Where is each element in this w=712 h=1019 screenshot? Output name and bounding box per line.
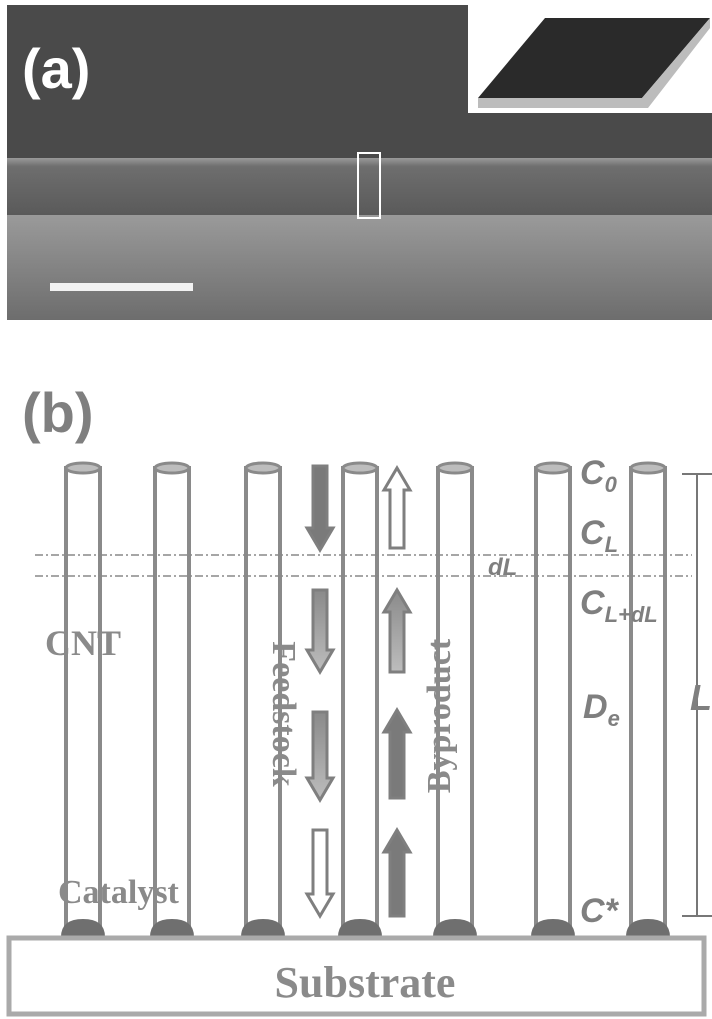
concentration-label: C*: [580, 892, 620, 930]
catalyst-particle: [338, 919, 382, 937]
feedstock-label: Feedstock: [265, 641, 302, 787]
diffusivity-label: De: [583, 688, 620, 731]
cnt-cap: [341, 461, 379, 475]
catalyst-particle: [241, 919, 285, 937]
cnt-tube: [534, 466, 572, 930]
concentration-label-sub: 0: [605, 472, 618, 497]
catalyst-particle: [626, 919, 670, 937]
concentration-label-main: C: [580, 454, 605, 492]
cnt-cap: [534, 461, 572, 475]
arrows: [304, 464, 413, 919]
catalyst-particle: [531, 919, 575, 937]
length-label: L: [690, 677, 712, 718]
cnt-label: CNT: [45, 623, 121, 663]
feedstock-arrow: [304, 710, 336, 803]
concentration-label-main: C*: [580, 892, 620, 930]
concentration-label-main: C: [580, 514, 605, 552]
byproduct-arrow: [381, 707, 413, 800]
feedstock-arrow: [304, 588, 336, 675]
sem-image: (a): [7, 5, 712, 320]
scale-bar: [50, 283, 193, 291]
substrate-label: Substrate: [275, 958, 456, 1007]
byproduct-label: Byproduct: [421, 638, 458, 793]
concentration-label: CL: [580, 514, 618, 557]
concentration-label-sub: L: [605, 532, 618, 557]
catalyst-particle: [61, 919, 105, 937]
substrate: [6, 935, 707, 1017]
concentration-label: CL+dL: [580, 584, 658, 627]
catalyst-label: Catalyst: [58, 874, 180, 911]
panel-label: (a): [22, 37, 90, 100]
byproduct-arrow: [381, 465, 413, 550]
byproduct-arrow: [381, 587, 413, 674]
catalyst-particle: [433, 919, 477, 937]
selection-box: [357, 152, 381, 219]
cnt-tube: [629, 466, 667, 930]
cnt-cap: [436, 461, 474, 475]
diffusivity-label-main: D: [583, 688, 608, 726]
cnt-tube: [64, 466, 102, 930]
cnt-cap: [629, 461, 667, 475]
diffusivity-label-sub: e: [608, 706, 620, 731]
panel-label: (b): [22, 381, 94, 444]
concentration-label: C0: [580, 454, 618, 497]
sem-substrate: [7, 215, 712, 320]
cnt-film: [7, 158, 712, 215]
byproduct-arrow: [381, 827, 413, 918]
inset-substrate: [478, 18, 710, 108]
feedstock-arrow: [304, 464, 336, 553]
cnt-tube: [153, 466, 191, 930]
concentration-label-sub: L+dL: [605, 602, 658, 627]
concentration-label-main: C: [580, 584, 605, 622]
feedstock-arrow: [304, 828, 336, 919]
cnt-array: [61, 461, 670, 937]
catalyst-particle: [150, 919, 194, 937]
inset-film: [478, 18, 710, 98]
cnt-cap: [244, 461, 282, 475]
cnt-tube: [341, 466, 379, 930]
slice-label: dL: [488, 554, 517, 581]
cnt-cap: [153, 461, 191, 475]
cnt-cap: [64, 461, 102, 475]
